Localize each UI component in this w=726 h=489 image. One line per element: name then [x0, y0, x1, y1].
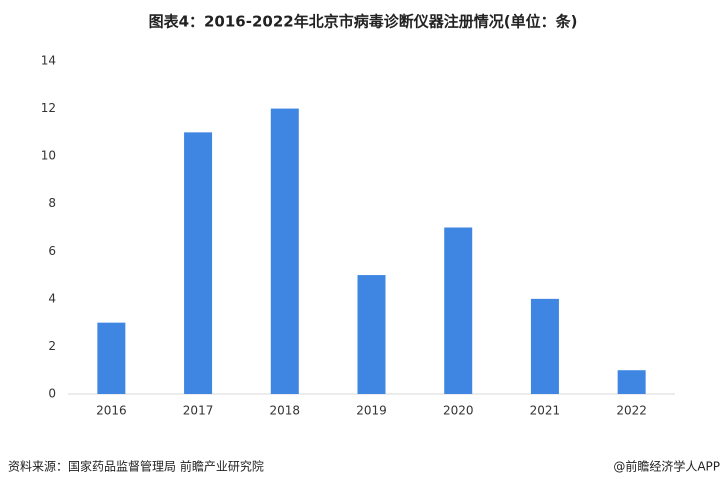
y-tick-label: 0 — [48, 387, 56, 401]
bar — [357, 275, 386, 394]
x-tick-label: 2019 — [356, 404, 387, 418]
bar — [184, 132, 213, 394]
y-tick-label: 6 — [48, 244, 56, 258]
y-tick-label: 14 — [41, 54, 56, 68]
bar — [617, 370, 646, 394]
x-tick-label: 2018 — [270, 404, 301, 418]
bar — [270, 108, 299, 395]
y-tick-label: 12 — [41, 101, 56, 115]
x-tick-label: 2022 — [616, 404, 647, 418]
y-tick-label: 2 — [48, 339, 56, 353]
chart-title: 图表4：2016-2022年北京市病毒诊断仪器注册情况(单位：条) — [149, 13, 578, 31]
y-tick-label: 8 — [48, 196, 56, 210]
bar — [530, 298, 559, 394]
x-tick-label: 2021 — [530, 404, 561, 418]
y-tick-label: 4 — [48, 291, 56, 305]
x-tick-label: 2020 — [443, 404, 474, 418]
bar — [97, 322, 126, 394]
source: 资料来源：国家药品监督管理局 前瞻产业研究院 — [8, 459, 264, 474]
x-tick-label: 2016 — [96, 404, 127, 418]
credit: @前瞻经济学人APP — [613, 459, 720, 474]
x-tick-label: 2017 — [183, 404, 214, 418]
bar — [444, 227, 473, 394]
y-tick-label: 10 — [41, 149, 56, 163]
